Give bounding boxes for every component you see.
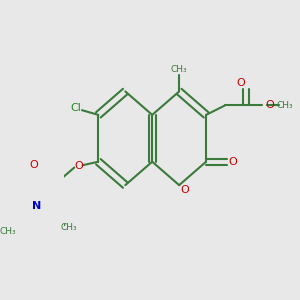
Text: CH₃: CH₃ [61,223,77,232]
Text: CH₃: CH₃ [276,101,293,110]
Text: O: O [265,100,274,110]
Text: CH₃: CH₃ [171,65,188,74]
Text: O: O [229,157,237,167]
Text: O: O [30,160,38,170]
Text: O: O [181,185,189,195]
Text: N: N [32,201,41,211]
Text: CH₃: CH₃ [0,227,16,236]
Text: Cl: Cl [71,103,82,113]
Text: O: O [74,161,83,171]
Text: O: O [237,78,246,88]
